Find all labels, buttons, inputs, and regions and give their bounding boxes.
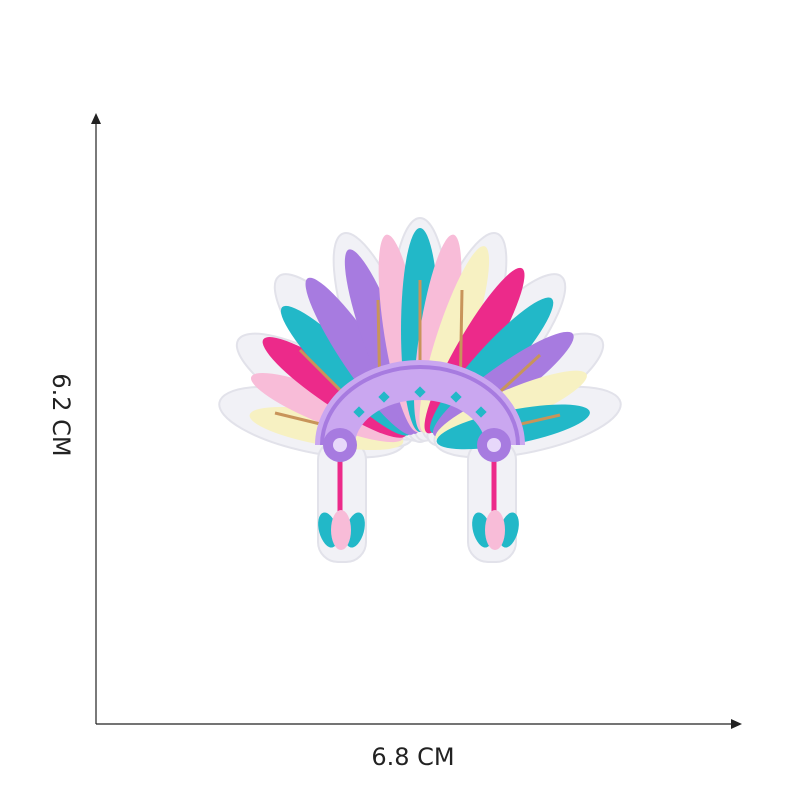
arrow-head-up <box>91 113 101 124</box>
headband <box>315 360 525 447</box>
width-label: 6.8 CM <box>371 743 454 771</box>
height-label: 6.2 CM <box>47 373 75 456</box>
tassels <box>318 428 519 550</box>
headband-beads <box>353 386 487 418</box>
headband-edge <box>320 365 520 446</box>
arrow-head-right <box>731 719 742 729</box>
headdress-patch <box>218 217 622 563</box>
